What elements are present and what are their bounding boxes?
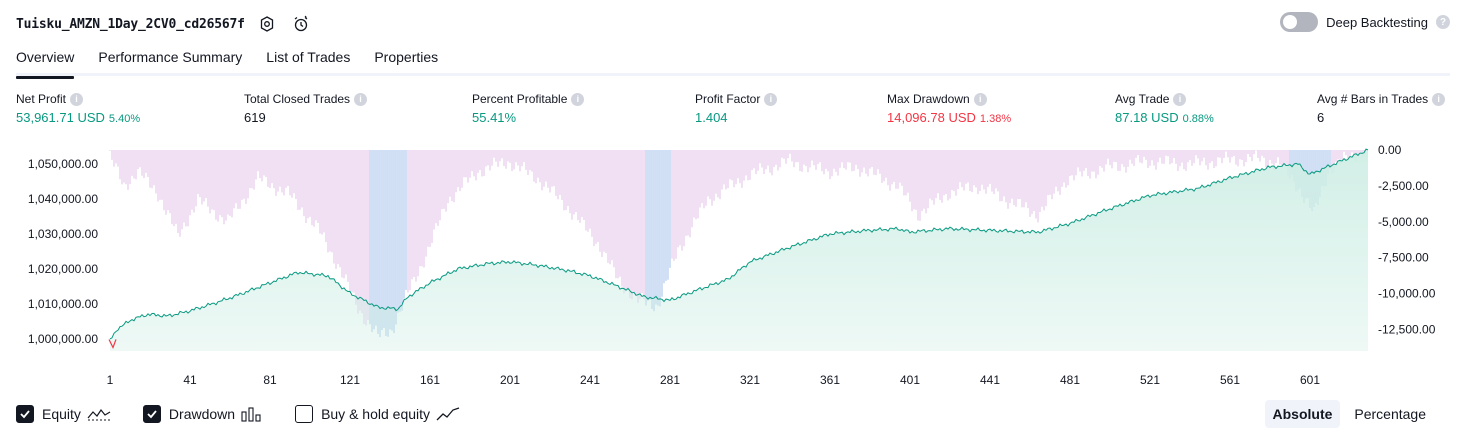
y-axis-left-tick: 1,030,000.00 xyxy=(28,227,98,241)
metric-percent: 0.88% xyxy=(1182,113,1214,125)
info-icon[interactable]: i xyxy=(764,92,778,106)
tab-list-of-trades[interactable]: List of Trades xyxy=(266,49,351,65)
x-axis-tick: 1 xyxy=(107,373,114,387)
deep-backtesting-label: Deep Backtesting xyxy=(1326,14,1428,30)
percentage-mode-button[interactable]: Percentage xyxy=(1354,406,1426,422)
metric-label: Profit Factor xyxy=(695,92,761,106)
x-axis-tick: 361 xyxy=(820,373,840,387)
metric-max-drawdown: Max Drawdown i 14,096.78 USD 1.38% xyxy=(887,92,1011,125)
equity-line-icon xyxy=(87,406,111,422)
y-axis-left-tick: 1,020,000.00 xyxy=(28,262,98,276)
equity-toggle[interactable]: Equity xyxy=(16,405,111,423)
x-axis-tick: 121 xyxy=(340,373,360,387)
y-axis-left-tick: 1,000,000.00 xyxy=(28,332,98,346)
deep-backtesting-control: Deep Backtesting ? xyxy=(1280,12,1450,32)
metric-value: 619 xyxy=(244,110,266,125)
equity-loss-segment xyxy=(108,339,117,350)
y-axis-right-tick: -5,000.00 xyxy=(1378,215,1429,229)
buy-hold-line-icon xyxy=(436,406,460,422)
info-icon[interactable]: i xyxy=(973,92,987,106)
strategy-title: Tuisku_AMZN_1Day_2CV0_cd26567f xyxy=(16,16,245,32)
drawdown-label: Drawdown xyxy=(168,406,236,422)
tab-bar: Overview Performance Summary List of Tra… xyxy=(16,44,1450,79)
x-axis-tick: 81 xyxy=(263,373,277,387)
metric-value: 6 xyxy=(1317,110,1325,125)
drawdown-checkbox[interactable] xyxy=(142,405,161,423)
buy-hold-checkbox[interactable] xyxy=(295,405,314,423)
metric-percent: 1.38% xyxy=(979,113,1012,125)
info-icon[interactable]: i xyxy=(1173,92,1187,106)
tab-properties[interactable]: Properties xyxy=(374,49,439,65)
y-axis-left-tick: 1,040,000.00 xyxy=(28,192,98,206)
metric-label: Total Closed Trades xyxy=(244,92,351,106)
buy-hold-label: Buy & hold equity xyxy=(321,406,431,422)
metric-net-profit: Net Profit i 53,961.71 USD 5.40% xyxy=(16,92,140,125)
x-axis-tick: 561 xyxy=(1220,373,1240,387)
y-axis-right-tick: -12,500.00 xyxy=(1378,322,1436,336)
y-axis-right-tick: -2,500.00 xyxy=(1378,179,1429,193)
y-axis-right-tick: 0.00 xyxy=(1378,143,1402,157)
metric-label: Avg # Bars in Trades xyxy=(1317,92,1429,106)
info-icon[interactable]: i xyxy=(1432,92,1446,106)
scale-mode-switch: Absolute Percentage xyxy=(1259,398,1435,430)
tab-performance-summary[interactable]: Performance Summary xyxy=(98,49,243,65)
x-axis-tick: 441 xyxy=(980,373,1000,387)
equity-area xyxy=(110,149,1368,351)
metric-avg-trade: Avg Trade i 87.18 USD 0.88% xyxy=(1115,92,1214,125)
metrics-row: Net Profit i 53,961.71 USD 5.40% Total Clo… xyxy=(16,92,1450,132)
x-axis-tick: 401 xyxy=(900,373,920,387)
metric-total-closed-trades: Total Closed Trades i 619 xyxy=(244,92,368,125)
alarm-clock-icon[interactable] xyxy=(289,12,313,36)
x-axis-tick: 161 xyxy=(420,373,440,387)
equity-checkbox[interactable] xyxy=(16,405,34,423)
tab-overview[interactable]: Overview xyxy=(16,44,75,79)
x-axis-tick: 481 xyxy=(1060,373,1080,387)
metric-avg-bars: Avg # Bars in Trades i 6 xyxy=(1317,92,1446,125)
metric-label: Avg Trade xyxy=(1115,92,1170,106)
drawdown-toggle[interactable]: Drawdown xyxy=(142,405,263,423)
drawdown-bars-icon xyxy=(241,406,263,422)
absolute-mode-button[interactable]: Absolute xyxy=(1264,400,1341,428)
metric-label: Max Drawdown xyxy=(887,92,970,106)
info-icon[interactable]: i xyxy=(354,92,368,106)
x-axis-tick: 521 xyxy=(1140,373,1160,387)
strategy-header: Tuisku_AMZN_1Day_2CV0_cd26567f xyxy=(16,10,313,38)
equity-line xyxy=(109,148,1369,340)
equity-drawdown-chart[interactable]: 1,050,000.00 1,040,000.00 1,030,000.00 1,02… xyxy=(0,140,1466,395)
metric-percent-profitable: Percent Profitable i 55.41% xyxy=(472,92,585,125)
equity-label: Equity xyxy=(42,406,81,422)
y-axis-left-tick: 1,010,000.00 xyxy=(28,297,98,311)
metric-value: 87.18 USD xyxy=(1115,110,1179,125)
y-axis-left-tick: 1,050,000.00 xyxy=(28,157,98,171)
metric-profit-factor: Profit Factor i 1.404 xyxy=(695,92,778,125)
metric-label: Percent Profitable xyxy=(472,92,568,106)
deep-backtesting-toggle[interactable] xyxy=(1280,12,1319,32)
x-axis-tick: 281 xyxy=(660,373,680,387)
help-icon[interactable]: ? xyxy=(1436,15,1450,29)
x-axis-tick: 241 xyxy=(580,373,600,387)
info-icon[interactable]: i xyxy=(70,92,84,106)
metric-value: 55.41% xyxy=(472,110,517,125)
metric-percent: 5.40% xyxy=(108,113,141,125)
x-axis-tick: 201 xyxy=(500,373,520,387)
metric-value: 53,961.71 USD xyxy=(16,110,105,125)
y-axis-right-tick: -10,000.00 xyxy=(1378,287,1436,301)
settings-icon[interactable] xyxy=(255,12,279,36)
info-icon[interactable]: i xyxy=(571,92,585,106)
metric-value: 14,096.78 USD xyxy=(887,110,976,125)
buy-hold-toggle[interactable]: Buy & hold equity xyxy=(295,405,460,423)
x-axis-tick: 321 xyxy=(740,373,760,387)
metric-label: Net Profit xyxy=(16,92,67,106)
x-axis-tick: 601 xyxy=(1300,373,1320,387)
chart-legend-bar: Equity Drawdown Buy & hold equity Absolu… xyxy=(16,398,1450,430)
y-axis-right-tick: -7,500.00 xyxy=(1378,251,1429,265)
metric-value: 1.404 xyxy=(695,110,728,125)
x-axis-tick: 41 xyxy=(183,373,197,387)
